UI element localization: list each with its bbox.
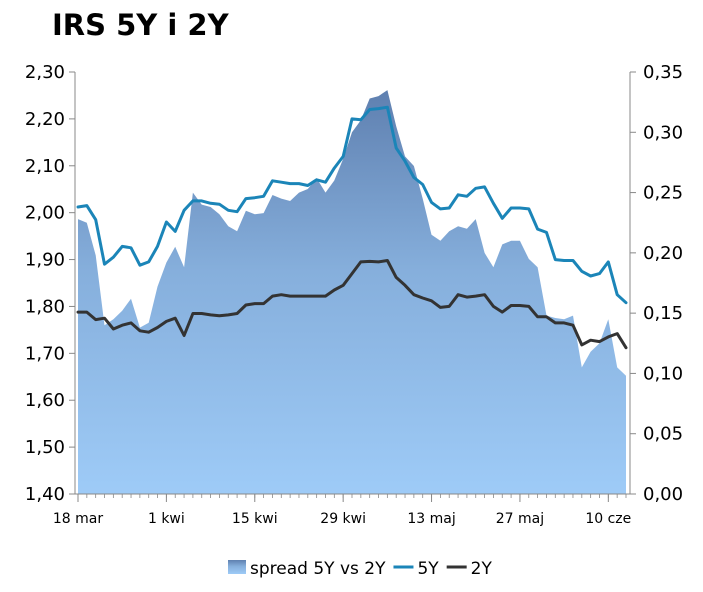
series-area-spread [78, 90, 626, 494]
legend-swatch-spread [228, 560, 246, 574]
x-tick-label: 18 mar [53, 511, 103, 527]
series-line-2y [76, 259, 628, 350]
series-line-5y [76, 105, 628, 305]
right-tick-label: 0,10 [643, 363, 683, 384]
right-tick-label: 0,25 [643, 183, 683, 204]
left-tick-label: 1,60 [25, 390, 65, 411]
legend-label: 2Y [471, 559, 493, 579]
x-tick-label: 29 kwi [320, 511, 366, 527]
left-tick-label: 1,70 [25, 343, 65, 364]
left-tick-label: 1,80 [25, 296, 65, 317]
left-tick-label: 1,90 [25, 250, 65, 271]
legend-label: spread 5Y vs 2Y [250, 559, 386, 579]
legend-label: 5Y [417, 559, 439, 579]
left-tick-label: 2,10 [25, 156, 65, 177]
left-tick-label: 1,40 [25, 484, 65, 505]
x-tick-label: 15 kwi [232, 511, 278, 527]
x-tick-label: 13 maj [407, 511, 455, 527]
right-tick-label: 0,15 [643, 303, 683, 324]
left-tick-label: 2,20 [25, 109, 65, 130]
right-tick-label: 0,05 [643, 424, 683, 445]
right-tick-label: 0,00 [643, 484, 683, 505]
x-tick-label: 27 maj [496, 511, 544, 527]
left-tick-label: 2,30 [25, 62, 65, 83]
left-tick-label: 2,00 [25, 203, 65, 224]
right-tick-label: 0,30 [643, 122, 683, 143]
chart-title: IRS 5Y i 2Y [52, 8, 229, 42]
x-tick-label: 1 kwi [148, 511, 185, 527]
right-tick-label: 0,20 [643, 243, 683, 264]
right-tick-label: 0,35 [643, 62, 683, 83]
left-tick-label: 1,50 [25, 437, 65, 458]
x-tick-label: 10 cze [585, 511, 631, 527]
